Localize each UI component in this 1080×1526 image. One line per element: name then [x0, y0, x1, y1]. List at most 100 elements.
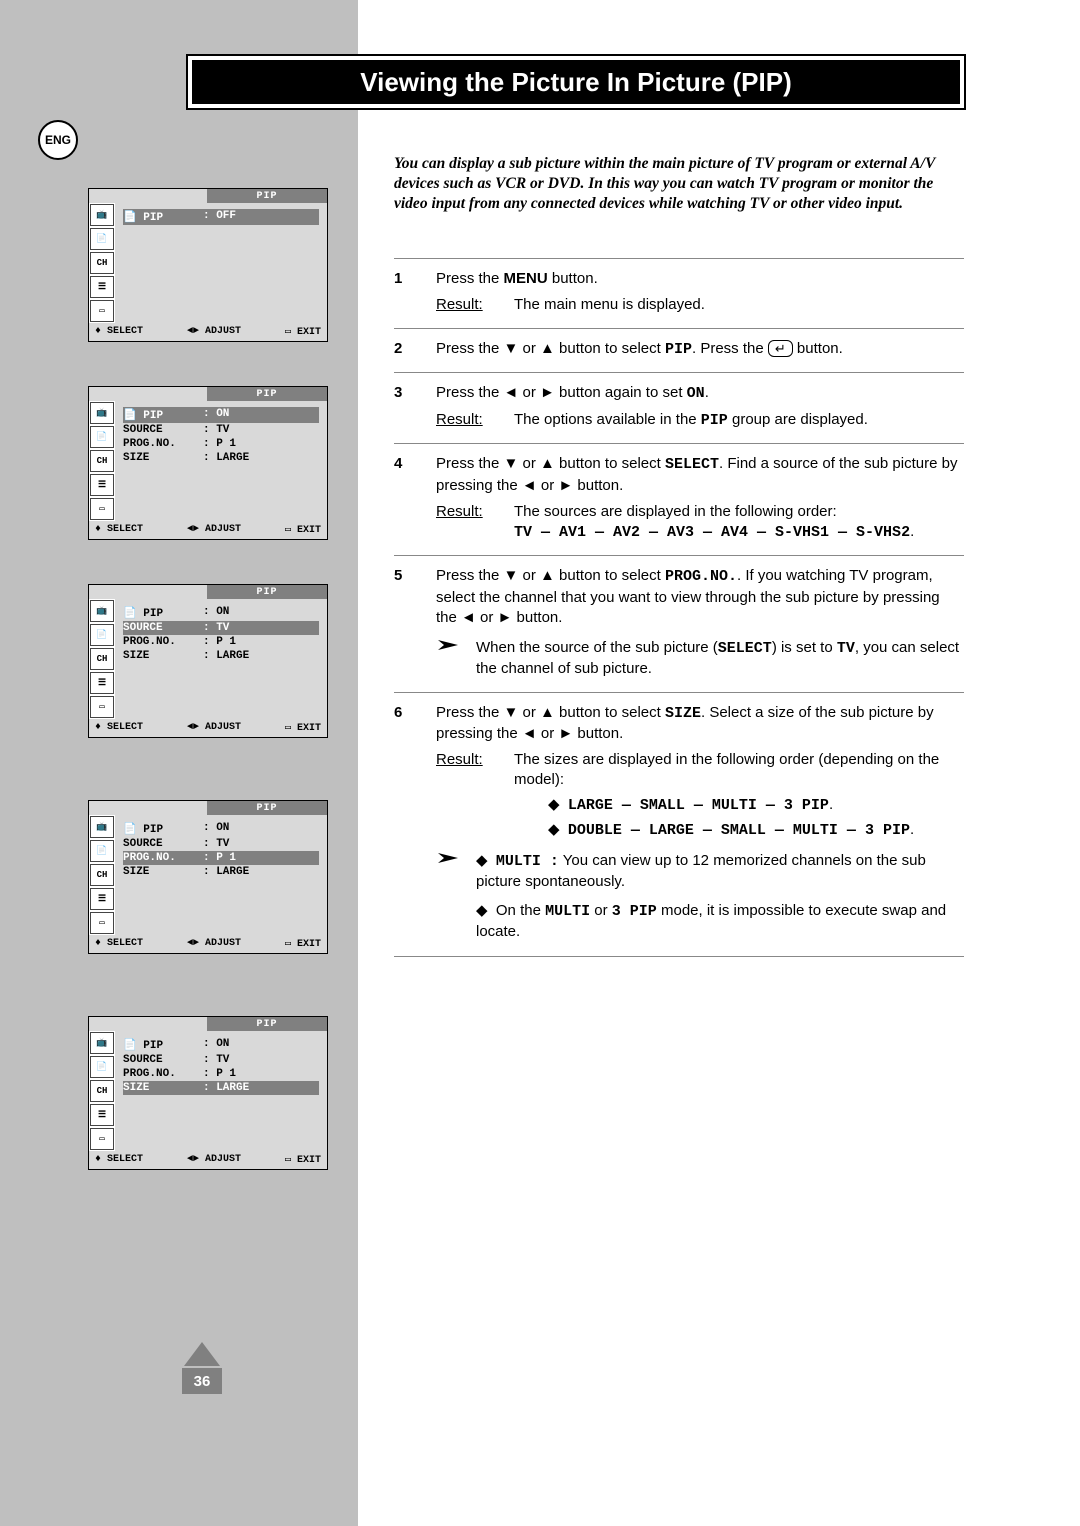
- text: ) is set to: [772, 639, 837, 656]
- diamond-bullet-icon: ◆: [476, 902, 488, 919]
- osd-tab-icon: 📺: [90, 402, 114, 424]
- text: When the source of the sub picture (: [476, 639, 718, 656]
- result-label: Result:: [436, 750, 492, 841]
- osd-tab-icon: 📺: [90, 1032, 114, 1054]
- osd-row-label: 📄 PIP: [123, 822, 203, 836]
- osd-title-spacer: [89, 387, 207, 401]
- osd-row: 📄 PIP: ON: [123, 821, 319, 837]
- step-body: Press the ▼ or ▲ button to select PROG.N…: [436, 566, 964, 679]
- osd-row-value: : ON: [203, 1038, 319, 1052]
- step-body: Press the ▼ or ▲ button to select PIP. P…: [436, 339, 964, 360]
- osd-icon-column: 📺📄CH☰▭: [89, 203, 115, 323]
- step-body: Press the ▼ or ▲ button to select SELECT…: [436, 454, 964, 543]
- text: Press the ▼ or ▲ button to select: [436, 340, 665, 357]
- osd-footer-exit: ▭ EXIT: [285, 938, 321, 950]
- osd-footer-select: ♦ SELECT: [95, 938, 143, 950]
- page-arrow-icon: [184, 1342, 220, 1366]
- osd-row-value: : P 1: [203, 1068, 319, 1080]
- osd-tab-icon: 📺: [90, 204, 114, 226]
- result-text: The main menu is displayed.: [514, 295, 705, 315]
- step-body: Press the ◄ or ► button again to set ON.…: [436, 383, 964, 432]
- osd-screenshot: PIP 📺📄CH☰▭ 📄 PIP: ONSOURCE: TVPROG.NO.: …: [88, 386, 328, 540]
- osd-row-value: : LARGE: [203, 866, 319, 878]
- text: The options available in the: [514, 411, 701, 428]
- pip-label: PIP: [665, 341, 692, 358]
- osd-row-label: 📄 PIP: [123, 408, 203, 422]
- on-label: ON: [687, 385, 705, 402]
- osd-tab-icon: 📺: [90, 600, 114, 622]
- osd-row: PROG.NO.: P 1: [123, 1067, 319, 1081]
- 3pip-label: 3 PIP: [612, 903, 657, 920]
- size-label: SIZE: [665, 705, 701, 722]
- osd-footer: ♦ SELECT ◄► ADJUST ▭ EXIT: [89, 521, 327, 539]
- osd-title-spacer: [89, 585, 207, 599]
- osd-row: SOURCE: TV: [123, 1053, 319, 1067]
- multi-label: MULTI :: [496, 853, 559, 870]
- osd-title: PIP: [207, 585, 327, 599]
- osd-tab-icon: 📄: [90, 426, 114, 448]
- diamond-bullet-icon: ◆: [548, 821, 560, 838]
- osd-footer: ♦ SELECT ◄► ADJUST ▭ EXIT: [89, 935, 327, 953]
- step-body: Press the ▼ or ▲ button to select SIZE. …: [436, 703, 964, 943]
- size-order-2: DOUBLE — LARGE — SMALL — MULTI — 3 PIP: [568, 822, 910, 839]
- osd-content: 📄 PIP: ONSOURCE: TVPROG.NO.: P 1SIZE: LA…: [115, 1031, 327, 1151]
- osd-footer-select: ♦ SELECT: [95, 1154, 143, 1166]
- osd-row-value: : ON: [203, 606, 319, 620]
- osd-footer-select: ♦ SELECT: [95, 722, 143, 734]
- step-body: Press the MENU button. Result: The main …: [436, 269, 964, 316]
- text: group are displayed.: [728, 411, 868, 428]
- osd-row-label: 📄 PIP: [123, 1038, 203, 1052]
- osd-footer: ♦ SELECT ◄► ADJUST ▭ EXIT: [89, 1151, 327, 1169]
- osd-row: 📄 PIP: ON: [123, 605, 319, 621]
- osd-titlebar: PIP: [89, 387, 327, 401]
- osd-tab-icon: 📄: [90, 1056, 114, 1078]
- osd-tab-icon: CH: [90, 252, 114, 274]
- size-order-1: LARGE — SMALL — MULTI — 3 PIP: [568, 797, 829, 814]
- osd-row: 📄 PIP: OFF: [123, 209, 319, 225]
- osd-row: SIZE: LARGE: [123, 1081, 319, 1095]
- osd-footer-adjust: ◄► ADJUST: [187, 1154, 241, 1166]
- osd-footer-exit: ▭ EXIT: [285, 1154, 321, 1166]
- osd-tab-icon: ☰: [90, 1104, 114, 1126]
- osd-row-label: PROG.NO.: [123, 636, 203, 648]
- osd-content: 📄 PIP: OFF: [115, 203, 327, 323]
- osd-row-label: 📄 PIP: [123, 606, 203, 620]
- page-number: 36: [182, 1368, 222, 1394]
- osd-row-value: : OFF: [203, 210, 319, 224]
- osd-title: PIP: [207, 387, 327, 401]
- osd-row: PROG.NO.: P 1: [123, 437, 319, 451]
- osd-row: SOURCE: TV: [123, 621, 319, 635]
- text: On the: [496, 902, 545, 919]
- osd-title: PIP: [207, 801, 327, 815]
- osd-content: 📄 PIP: ONSOURCE: TVPROG.NO.: P 1SIZE: LA…: [115, 815, 327, 935]
- osd-footer-select: ♦ SELECT: [95, 326, 143, 338]
- text: Press the ▼ or ▲ button to select: [436, 567, 665, 584]
- text: .: [705, 384, 709, 401]
- osd-row-value: : TV: [203, 424, 319, 436]
- osd-footer-adjust: ◄► ADJUST: [187, 722, 241, 734]
- menu-bold: MENU: [504, 270, 548, 287]
- note-text: When the source of the sub picture (SELE…: [476, 638, 964, 680]
- osd-title-spacer: [89, 1017, 207, 1031]
- osd-footer-adjust: ◄► ADJUST: [187, 326, 241, 338]
- osd-screenshot: PIP 📺📄CH☰▭ 📄 PIP: OFF ♦ SELECT ◄► ADJUST…: [88, 188, 328, 342]
- step-1: 1 Press the MENU button. Result: The mai…: [394, 258, 964, 328]
- step-number: 2: [394, 339, 408, 360]
- osd-titlebar: PIP: [89, 585, 327, 599]
- osd-row: SIZE: LARGE: [123, 649, 319, 663]
- osd-tab-icon: CH: [90, 648, 114, 670]
- osd-title-spacer: [89, 801, 207, 815]
- step-6: 6 Press the ▼ or ▲ button to select SIZE…: [394, 692, 964, 958]
- select-label: SELECT: [665, 456, 719, 473]
- osd-row-value: : TV: [203, 622, 319, 634]
- osd-icon-column: 📺📄CH☰▭: [89, 815, 115, 935]
- text: button.: [793, 340, 843, 357]
- osd-row-value: : P 1: [203, 636, 319, 648]
- result-label: Result:: [436, 410, 492, 431]
- select-label: SELECT: [718, 640, 772, 657]
- osd-title-spacer: [89, 189, 207, 203]
- text: The sizes are displayed in the following…: [514, 751, 939, 788]
- progno-label: PROG.NO.: [665, 568, 737, 585]
- page-title-bar: Viewing the Picture In Picture (PIP): [186, 54, 966, 110]
- osd-titlebar: PIP: [89, 189, 327, 203]
